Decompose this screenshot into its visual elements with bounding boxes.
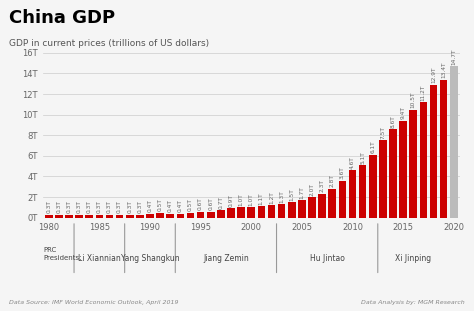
Bar xyxy=(298,200,306,218)
Bar xyxy=(116,215,123,218)
Text: Yang Shangkun: Yang Shangkun xyxy=(121,254,179,263)
Bar xyxy=(379,141,387,218)
Text: 13.4T: 13.4T xyxy=(441,62,446,78)
Text: 0.3T: 0.3T xyxy=(66,200,72,213)
Bar xyxy=(75,215,83,218)
Text: 0.3T: 0.3T xyxy=(127,200,132,213)
Bar xyxy=(176,214,184,218)
Bar xyxy=(197,211,204,218)
Bar xyxy=(247,207,255,218)
Text: GDP in current prices (trillions of US dollars): GDP in current prices (trillions of US d… xyxy=(9,39,210,48)
Text: 0.3T: 0.3T xyxy=(137,200,142,213)
Text: 1.0T: 1.0T xyxy=(249,193,254,206)
Text: Li Xiannian: Li Xiannian xyxy=(78,254,121,263)
Bar xyxy=(217,211,225,218)
Text: 0.3T: 0.3T xyxy=(117,200,122,213)
Bar xyxy=(308,197,316,218)
Text: 0.3T: 0.3T xyxy=(77,200,82,213)
Text: 1.3T: 1.3T xyxy=(279,190,284,203)
Bar xyxy=(389,129,397,218)
Text: 0.5T: 0.5T xyxy=(157,198,163,211)
Text: PRC
Presidents:: PRC Presidents: xyxy=(43,247,82,261)
Bar xyxy=(429,85,437,218)
Bar xyxy=(288,202,295,218)
Text: 0.3T: 0.3T xyxy=(46,200,51,213)
Bar xyxy=(328,189,336,218)
Text: 0.4T: 0.4T xyxy=(168,199,173,212)
Text: 1.7T: 1.7T xyxy=(300,186,304,199)
Text: 0.3T: 0.3T xyxy=(87,200,92,213)
Bar xyxy=(136,215,144,218)
Text: 0.5T: 0.5T xyxy=(188,198,193,211)
Text: 14.7T: 14.7T xyxy=(451,48,456,65)
Bar xyxy=(257,207,265,218)
Text: 6.1T: 6.1T xyxy=(370,141,375,153)
Bar xyxy=(65,215,73,218)
Bar xyxy=(319,194,326,218)
Text: 1.5T: 1.5T xyxy=(289,188,294,201)
Text: Jiang Zemin: Jiang Zemin xyxy=(203,254,249,263)
Bar xyxy=(419,102,427,218)
Text: 1.0T: 1.0T xyxy=(238,193,244,206)
Text: 12.9T: 12.9T xyxy=(431,67,436,83)
Text: 0.6T: 0.6T xyxy=(198,197,203,210)
Text: 1.2T: 1.2T xyxy=(269,191,274,204)
Bar xyxy=(146,214,154,218)
Bar xyxy=(399,121,407,218)
Text: 4.6T: 4.6T xyxy=(350,156,355,169)
Text: 1.1T: 1.1T xyxy=(259,192,264,205)
Bar xyxy=(359,165,366,218)
Text: Hu Jintao: Hu Jintao xyxy=(310,254,345,263)
Text: 2.3T: 2.3T xyxy=(319,179,325,193)
Bar xyxy=(96,215,103,218)
Bar xyxy=(187,212,194,218)
Text: Data Analysis by: MGM Research: Data Analysis by: MGM Research xyxy=(361,300,465,305)
Bar xyxy=(268,205,275,218)
Bar xyxy=(440,80,447,218)
Text: 0.3T: 0.3T xyxy=(56,200,61,213)
Text: 10.5T: 10.5T xyxy=(410,91,416,108)
Bar xyxy=(349,170,356,218)
Text: 0.9T: 0.9T xyxy=(228,194,234,207)
Text: 2.8T: 2.8T xyxy=(330,174,335,187)
Bar xyxy=(85,215,93,218)
Bar xyxy=(410,109,417,218)
Text: 0.6T: 0.6T xyxy=(208,197,213,210)
Bar xyxy=(227,208,235,218)
Text: 0.3T: 0.3T xyxy=(107,200,112,213)
Text: 0.7T: 0.7T xyxy=(219,196,223,209)
Text: 8.6T: 8.6T xyxy=(391,115,395,128)
Text: 5.1T: 5.1T xyxy=(360,151,365,164)
Text: Xi Jinping: Xi Jinping xyxy=(395,254,431,263)
Text: 0.3T: 0.3T xyxy=(97,200,102,213)
Bar xyxy=(126,215,134,218)
Text: 9.4T: 9.4T xyxy=(401,106,406,119)
Bar xyxy=(338,181,346,218)
Bar xyxy=(156,212,164,218)
Bar xyxy=(237,207,245,218)
Bar xyxy=(45,215,53,218)
Text: China GDP: China GDP xyxy=(9,9,116,27)
Text: 0.4T: 0.4T xyxy=(147,199,153,212)
Bar xyxy=(450,66,457,218)
Bar xyxy=(166,214,174,218)
Bar xyxy=(278,204,285,218)
Bar xyxy=(55,215,63,218)
Text: 0.4T: 0.4T xyxy=(178,199,183,212)
Bar xyxy=(369,155,376,218)
Bar xyxy=(207,211,215,218)
Bar xyxy=(106,215,113,218)
Text: 7.5T: 7.5T xyxy=(380,126,385,139)
Text: 3.6T: 3.6T xyxy=(340,166,345,179)
Text: 2.0T: 2.0T xyxy=(310,183,314,196)
Text: Data Source: IMF World Economic Outlook, April 2019: Data Source: IMF World Economic Outlook,… xyxy=(9,300,179,305)
Text: 11.2T: 11.2T xyxy=(421,84,426,101)
